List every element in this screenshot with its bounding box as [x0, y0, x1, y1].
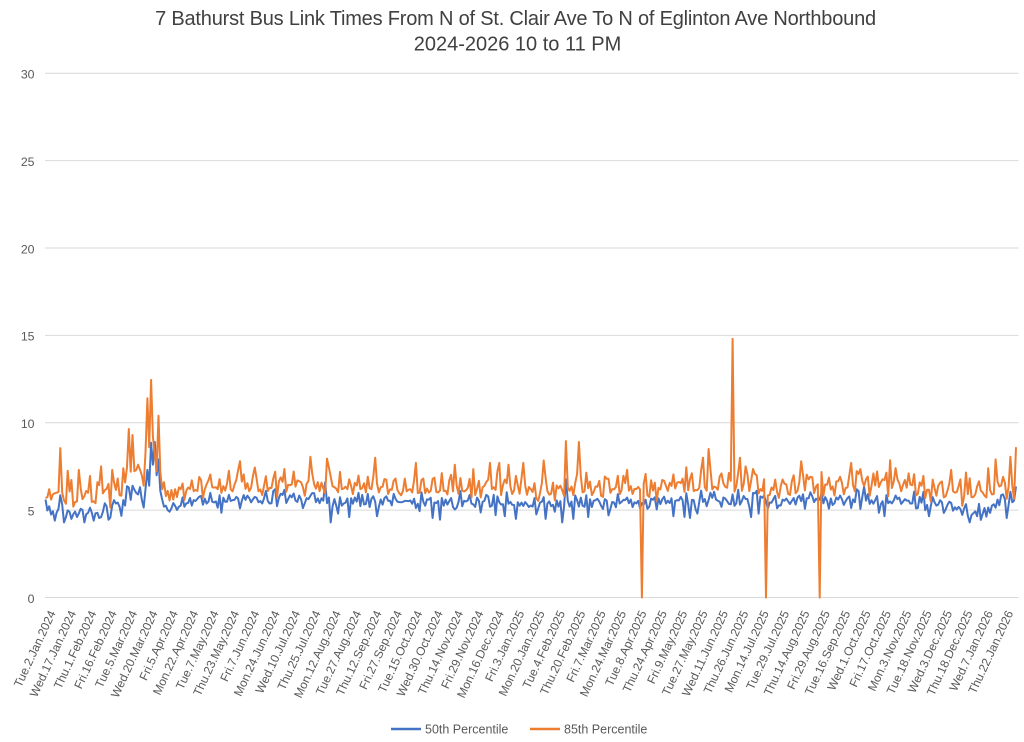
svg-text:7 Bathurst Bus Link Times From: 7 Bathurst Bus Link Times From N of St. …: [155, 8, 876, 30]
svg-text:30: 30: [21, 68, 35, 82]
svg-text:25: 25: [21, 155, 35, 169]
svg-text:0: 0: [28, 592, 35, 606]
svg-text:50th Percentile: 50th Percentile: [425, 723, 508, 737]
svg-text:85th Percentile: 85th Percentile: [564, 723, 647, 737]
svg-text:10: 10: [21, 417, 35, 431]
svg-text:15: 15: [21, 330, 35, 344]
svg-text:20: 20: [21, 242, 35, 256]
svg-text:2024-2026 10 to 11 PM: 2024-2026 10 to 11 PM: [414, 34, 622, 56]
svg-text:5: 5: [28, 504, 35, 518]
